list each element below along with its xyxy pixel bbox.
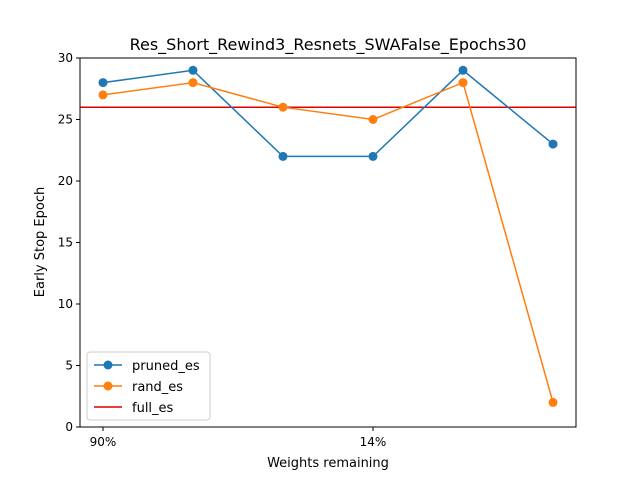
data-point-rand_es xyxy=(458,78,468,88)
data-point-pruned_es xyxy=(98,78,108,88)
data-point-pruned_es xyxy=(188,65,198,75)
data-point-pruned_es xyxy=(278,151,288,161)
y-tick-label: 30 xyxy=(58,51,73,65)
y-tick-label: 15 xyxy=(58,236,73,250)
legend-marker-pruned_es xyxy=(103,360,113,370)
x-tick-label: 90% xyxy=(90,435,117,449)
data-point-rand_es xyxy=(278,102,288,112)
data-point-pruned_es xyxy=(548,139,558,149)
y-tick-label: 5 xyxy=(65,359,73,373)
legend-marker-rand_es xyxy=(103,381,113,391)
data-point-rand_es xyxy=(368,115,378,124)
data-point-rand_es xyxy=(98,90,108,100)
series-line-pruned_es xyxy=(102,69,554,158)
y-tick-label: 0 xyxy=(65,420,73,434)
chart-title: Res_Short_Rewind3_Resnets_SWAFalse_Epoch… xyxy=(130,35,527,55)
y-tick-label: 25 xyxy=(58,113,73,127)
x-axis: 90% 14% xyxy=(90,427,387,449)
y-axis: 0 5 10 15 20 25 30 xyxy=(58,51,80,434)
legend: pruned_es rand_es full_es xyxy=(86,351,211,421)
data-point-rand_es xyxy=(548,397,558,407)
data-point-pruned_es xyxy=(368,151,378,161)
data-point-rand_es xyxy=(188,78,198,88)
legend-label-pruned_es: pruned_es xyxy=(132,359,200,374)
y-tick-label: 10 xyxy=(58,297,73,311)
y-axis-label: Early Stop Epoch xyxy=(33,187,48,297)
y-tick-label: 20 xyxy=(58,174,73,188)
x-tick-label: 14% xyxy=(360,435,387,449)
data-point-pruned_es xyxy=(458,65,468,75)
plot-layer xyxy=(80,65,576,407)
legend-label-full_es: full_es xyxy=(132,401,174,416)
series-line-rand_es xyxy=(102,81,554,403)
legend-label-rand_es: rand_es xyxy=(132,380,183,395)
legend-box xyxy=(86,351,211,421)
x-axis-label: Weights remaining xyxy=(267,456,389,471)
